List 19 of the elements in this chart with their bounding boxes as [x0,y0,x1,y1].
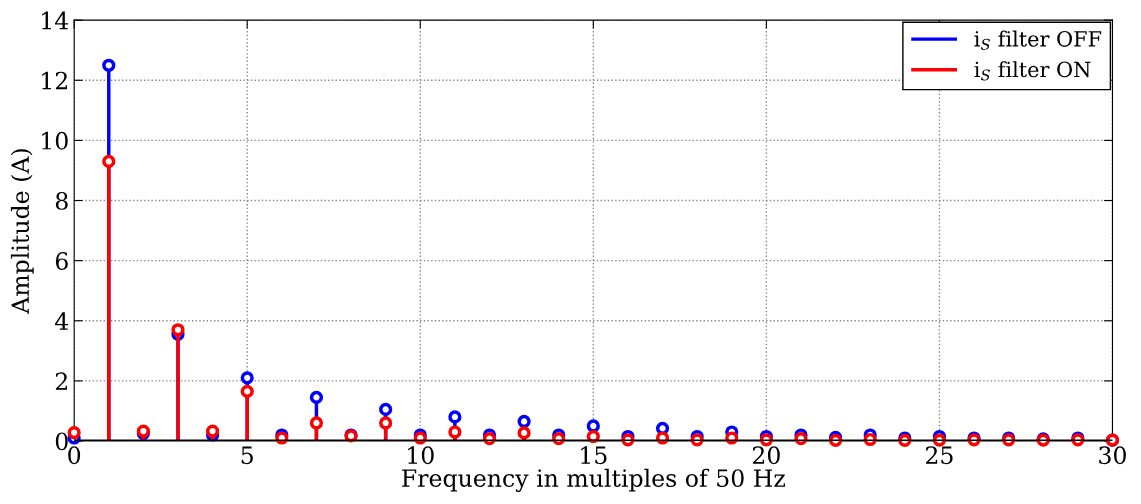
x-tick-label: 30 [1099,446,1126,465]
y-tick-label: 2 [55,372,67,390]
legend-label: i$_{S}$ filter OFF [974,30,1102,50]
x-tick-label: 10 [408,446,434,465]
x-axis-title: Frequency in multiples of 50 Hz [402,468,785,492]
y-tick-label: 12 [42,71,67,90]
x-tick-label: 15 [581,446,607,465]
y-tick-label: 4 [55,312,69,330]
y-tick-label: 14 [42,11,69,30]
x-tick-label: 5 [241,446,253,465]
x-tick-label: 20 [752,446,780,465]
x-tick-label: 0 [68,446,81,465]
legend-label: i$_{S}$ filter ON [974,61,1091,81]
y-tick-label: 0 [55,432,68,451]
y-tick-label: 10 [42,131,68,150]
y-tick-label: 6 [55,252,68,270]
y-axis-title: Amplitude (A) [10,149,34,314]
y-tick-label: 8 [55,191,68,210]
x-tick-label: 25 [926,446,953,465]
